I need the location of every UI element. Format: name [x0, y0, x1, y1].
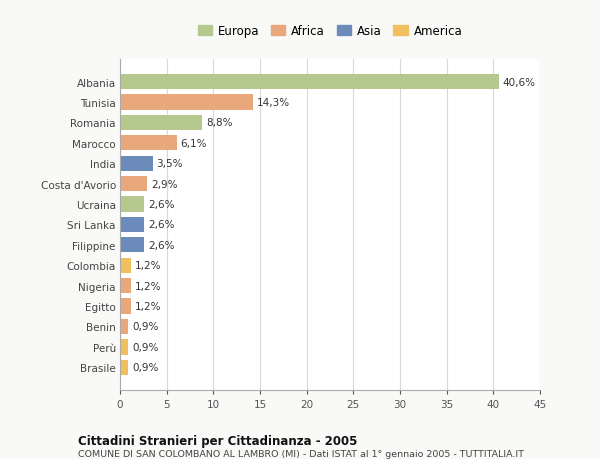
- Text: 8,8%: 8,8%: [206, 118, 232, 128]
- Bar: [120, 299, 131, 314]
- Bar: [120, 238, 144, 253]
- Bar: [120, 156, 152, 172]
- Text: 40,6%: 40,6%: [503, 77, 536, 87]
- Bar: [120, 340, 128, 355]
- Text: 1,2%: 1,2%: [135, 281, 161, 291]
- Text: 2,6%: 2,6%: [148, 220, 175, 230]
- Text: 2,6%: 2,6%: [148, 241, 175, 250]
- Text: 0,9%: 0,9%: [132, 322, 158, 332]
- Text: 3,5%: 3,5%: [157, 159, 183, 169]
- Text: 6,1%: 6,1%: [181, 139, 207, 148]
- Text: 2,6%: 2,6%: [148, 200, 175, 209]
- Bar: [120, 319, 128, 335]
- Bar: [120, 177, 147, 192]
- Bar: [120, 75, 499, 90]
- Bar: [120, 115, 202, 131]
- Bar: [120, 258, 131, 273]
- Text: 0,9%: 0,9%: [132, 363, 158, 373]
- Bar: [120, 217, 144, 233]
- Text: COMUNE DI SAN COLOMBANO AL LAMBRO (MI) - Dati ISTAT al 1° gennaio 2005 - TUTTITA: COMUNE DI SAN COLOMBANO AL LAMBRO (MI) -…: [78, 449, 524, 458]
- Bar: [120, 278, 131, 294]
- Text: 1,2%: 1,2%: [135, 302, 161, 311]
- Text: 1,2%: 1,2%: [135, 261, 161, 271]
- Bar: [120, 136, 177, 151]
- Text: 0,9%: 0,9%: [132, 342, 158, 352]
- Bar: [120, 197, 144, 212]
- Text: Cittadini Stranieri per Cittadinanza - 2005: Cittadini Stranieri per Cittadinanza - 2…: [78, 434, 358, 447]
- Legend: Europa, Africa, Asia, America: Europa, Africa, Asia, America: [196, 22, 464, 40]
- Text: 2,9%: 2,9%: [151, 179, 178, 189]
- Text: 14,3%: 14,3%: [257, 98, 290, 108]
- Bar: [120, 360, 128, 375]
- Bar: [120, 95, 253, 110]
